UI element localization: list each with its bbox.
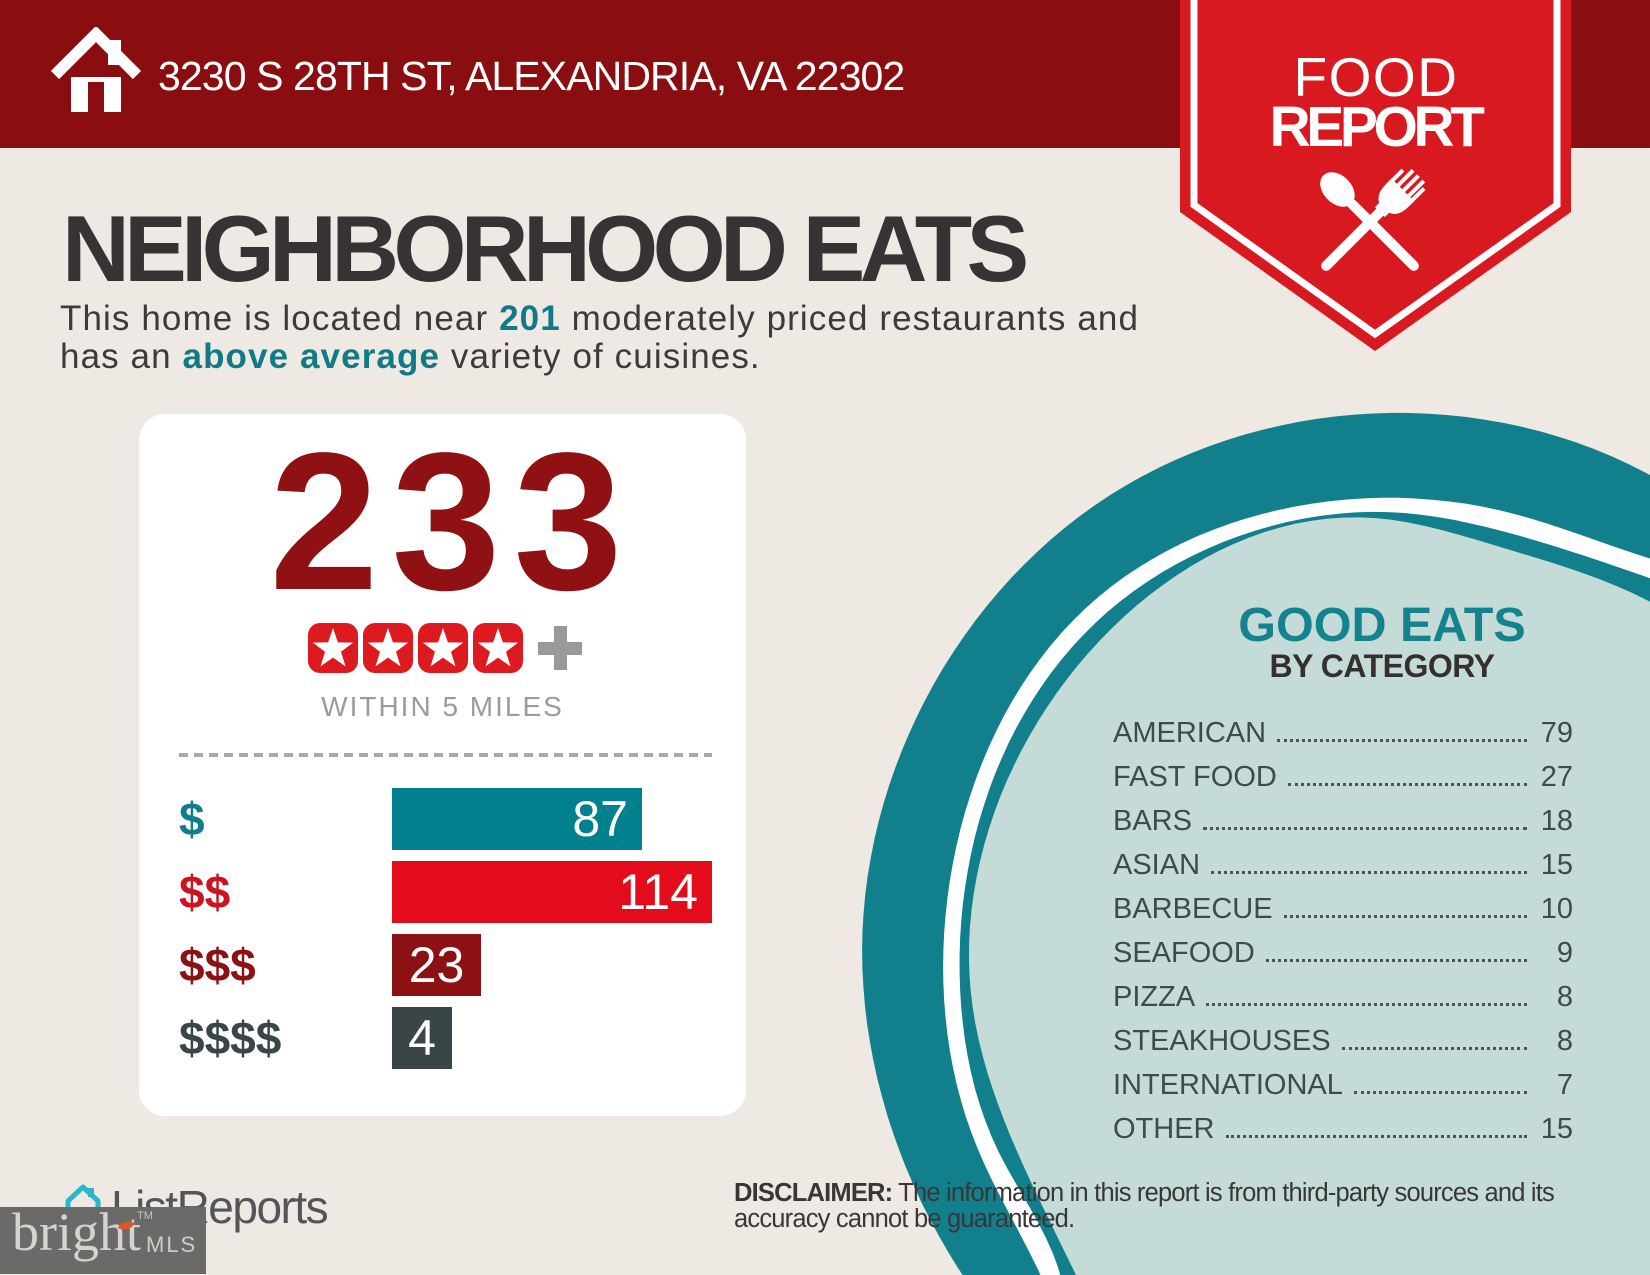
svg-text:REPORT: REPORT <box>1269 95 1485 159</box>
svg-text:FOOD: FOOD <box>1294 46 1459 108</box>
